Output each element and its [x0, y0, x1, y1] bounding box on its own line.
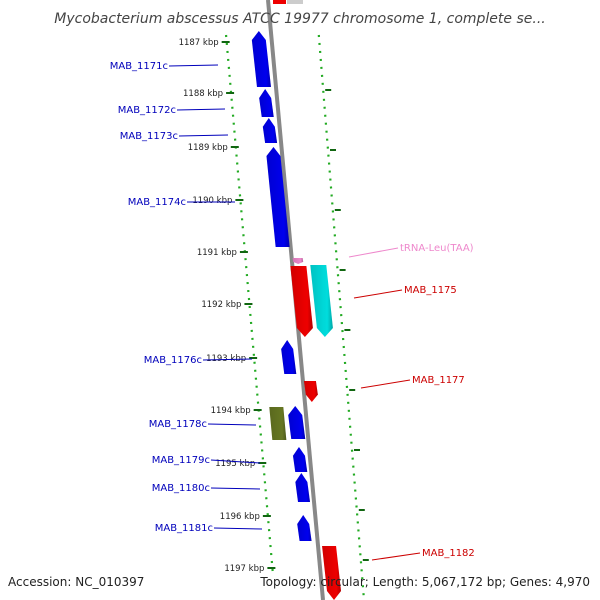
feature-mab-1182[interactable]: [322, 546, 341, 600]
feature-arrow-shading: [269, 407, 287, 440]
feature-leader-line: [348, 247, 399, 258]
feature-arrow-shading: [266, 147, 290, 247]
feature-arrow-shading: [288, 406, 306, 439]
feature-label-mab-1182[interactable]: MAB_1182: [422, 548, 475, 559]
feature-arrow-shading: [295, 473, 311, 502]
feature-leader-line: [178, 134, 229, 137]
feature-leader-line: [360, 379, 411, 389]
feature-label-mab-1177[interactable]: MAB_1177: [412, 375, 465, 386]
feature-arrow-shading: [310, 265, 333, 337]
feature-label-mab-1174c[interactable]: MAB_1174c: [128, 197, 186, 208]
feature-leader-line: [207, 423, 257, 426]
offscreen-feature-red: [273, 0, 286, 4]
feature-unlabeled-misc-9[interactable]: [269, 407, 287, 440]
feature-arrow-shading: [297, 515, 312, 541]
accession-text: Accession: NC_010397: [8, 575, 145, 589]
feature-arrow-shading: [322, 546, 341, 600]
feature-label-mab-1171c[interactable]: MAB_1171c: [110, 61, 168, 72]
feature-arrow-shading: [292, 447, 308, 472]
offscreen-feature-grey: [287, 0, 303, 4]
feature-label-mab-1172c[interactable]: MAB_1172c: [118, 105, 176, 116]
map-title: Mycobacterium abscessus ATCC 19977 chrom…: [54, 11, 545, 27]
genome-summary-text: Topology: circular; Length: 5,067,172 bp…: [260, 575, 590, 589]
feature-mab-1181c[interactable]: [297, 515, 312, 541]
feature-label-mab-1175[interactable]: MAB_1175: [404, 285, 457, 296]
feature-label-mab-1179c[interactable]: MAB_1179c: [152, 455, 210, 466]
feature-arrow-shading: [292, 258, 304, 264]
feature-mab-1176c[interactable]: [281, 340, 297, 374]
feature-unlabeled-misc-6[interactable]: [310, 265, 333, 337]
plus-strand-guide: [317, 34, 366, 600]
feature-leader-line: [168, 64, 219, 67]
feature-leader-line: [176, 108, 226, 111]
feature-mab-1172c[interactable]: [259, 89, 274, 117]
feature-mab-1180c[interactable]: [295, 473, 311, 502]
feature-leader-line: [371, 552, 421, 561]
scale-tick-label: 1196 kbp: [220, 512, 260, 522]
feature-leader-line: [353, 289, 403, 299]
feature-layer: [251, 31, 341, 600]
feature-labels: MAB_1171c MAB_1172c MAB_1173c MAB_1174c tRNA…: [110, 61, 475, 561]
feature-leader-line: [213, 527, 263, 530]
feature-label-mab-1176c[interactable]: MAB_1176c: [144, 355, 202, 366]
feature-arrow-shading: [262, 118, 278, 143]
scale-tick-label: 1193 kbp: [206, 354, 246, 364]
feature-leader-line: [202, 358, 253, 361]
feature-mab-1171c[interactable]: [251, 31, 271, 87]
scale-tick-label: 1197 kbp: [224, 564, 264, 574]
feature-mab-1173c[interactable]: [262, 118, 278, 143]
feature-arrow-shading: [251, 31, 271, 87]
feature-label-mab-1178c[interactable]: MAB_1178c: [149, 419, 207, 430]
feature-arrow-shading: [290, 266, 313, 337]
feature-arrow-shading: [281, 340, 297, 374]
feature-mab-1175[interactable]: [290, 266, 313, 337]
scale-tick-label: 1192 kbp: [201, 300, 241, 310]
feature-mab-1174c[interactable]: [266, 147, 290, 247]
feature-leader-line: [210, 459, 261, 464]
feature-label-mab-1181c[interactable]: MAB_1181c: [155, 523, 213, 534]
scale-tick-label: 1191 kbp: [197, 248, 237, 258]
feature-mab-1178c[interactable]: [288, 406, 306, 439]
feature-leader-line: [210, 487, 261, 490]
feature-label-mab-1180c[interactable]: MAB_1180c: [152, 483, 210, 494]
feature-arrow-shading: [303, 381, 318, 402]
scale-tick-label: 1188 kbp: [183, 89, 223, 99]
scale-tick-label: 1195 kbp: [215, 459, 255, 469]
feature-arrow-shading: [259, 89, 274, 117]
feature-trna-leu-taa[interactable]: [292, 258, 304, 264]
feature-mab-1177[interactable]: [303, 381, 318, 402]
scale-tick-label: 1187 kbp: [179, 38, 219, 48]
top-overflow-features: [273, 0, 303, 4]
scale-tick-label: 1194 kbp: [211, 406, 251, 416]
scale-ticks: 1187 kbp 1188 kbp 1189 kbp 1190 kbp 1191 kbp…: [179, 38, 276, 574]
scale-tick-label: 1189 kbp: [188, 143, 228, 153]
strand-guides: [224, 34, 369, 600]
scale-tick-label: 1190 kbp: [192, 196, 232, 206]
feature-mab-1179c[interactable]: [292, 447, 308, 472]
feature-label-mab-1173c[interactable]: MAB_1173c: [120, 131, 178, 142]
feature-label-trna-leu-taa[interactable]: tRNA-Leu(TAA): [400, 243, 474, 254]
